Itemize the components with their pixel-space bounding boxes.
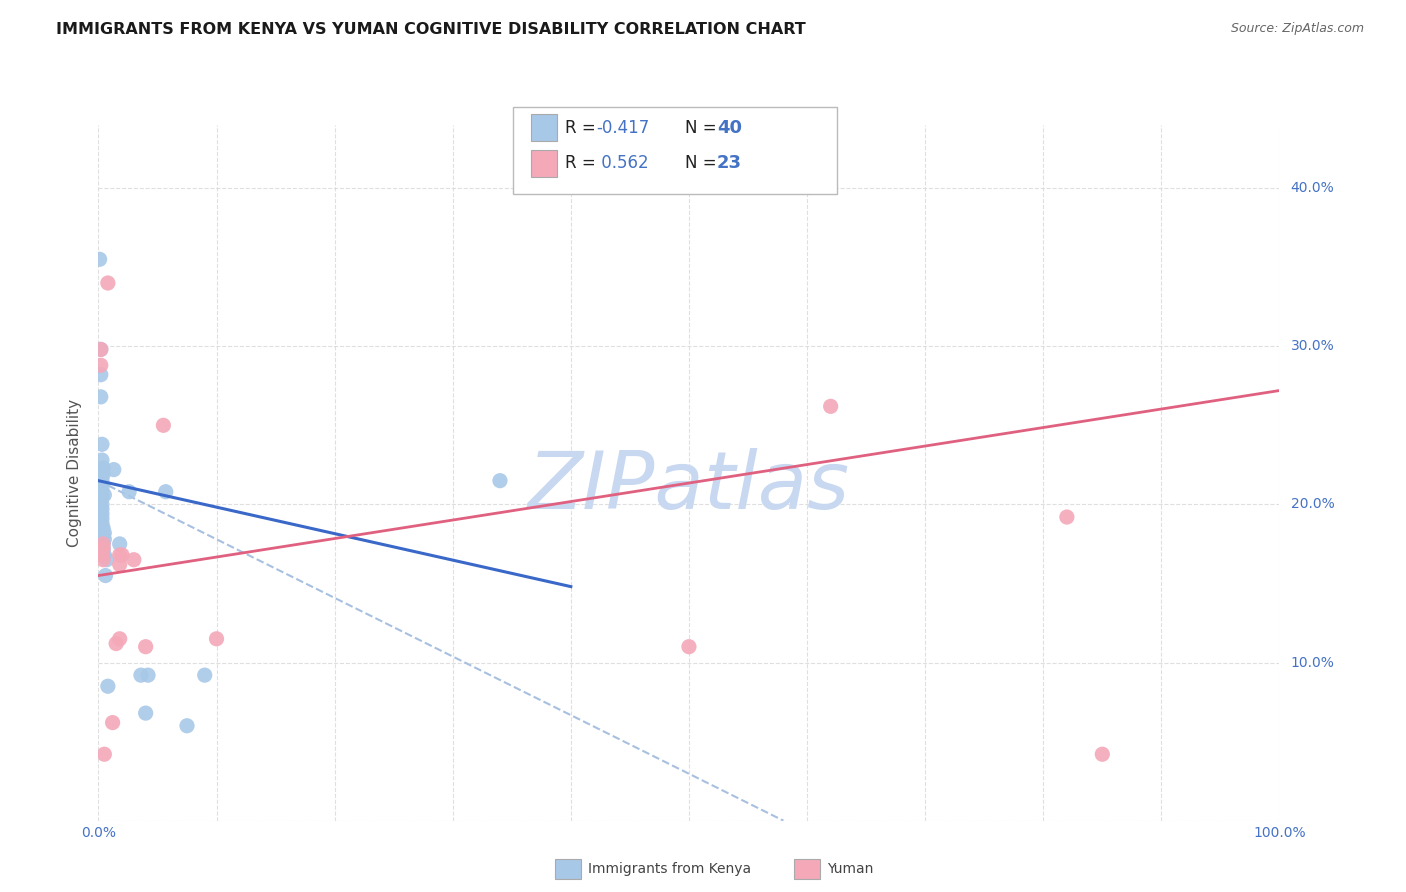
Text: ZIPatlas: ZIPatlas [527,448,851,525]
Point [155,484,177,499]
Point [91,466,114,480]
Point [94,568,117,582]
Point [111,548,134,562]
Point [91,476,114,491]
Text: Immigrants from Kenya: Immigrants from Kenya [588,862,751,876]
Text: 40.0%: 40.0% [1291,181,1334,195]
Point [89,252,111,267]
Point [91,511,114,525]
Point [91,467,114,482]
Text: N =: N = [685,154,721,172]
Point [91,486,114,500]
Point [122,552,145,567]
Point [93,747,115,762]
Text: 40: 40 [717,119,742,136]
Point [678,640,700,654]
Y-axis label: Cognitive Disability: Cognitive Disability [67,399,83,547]
Point [91,482,114,496]
Point [108,537,131,551]
Point [90,390,112,404]
Text: R =: R = [565,119,602,136]
Point [101,715,124,730]
Point [152,418,174,433]
Point [91,491,114,505]
Point [91,497,114,511]
Point [91,541,114,556]
Point [96,552,118,567]
Point [93,525,115,540]
Point [91,537,114,551]
Point [90,343,112,357]
Point [90,358,112,372]
Point [205,632,228,646]
Point [135,640,157,654]
Point [1091,747,1114,762]
Point [105,636,128,650]
Text: Yuman: Yuman [827,862,873,876]
Point [91,541,114,556]
Point [90,343,112,357]
Point [93,488,115,502]
Point [91,548,114,562]
Point [93,548,115,562]
Point [1056,510,1078,524]
Point [91,537,114,551]
Point [91,529,114,543]
Point [93,532,115,546]
Text: 20.0%: 20.0% [1291,498,1334,511]
Point [91,502,114,516]
Text: 10.0%: 10.0% [1291,656,1334,670]
Point [91,474,114,488]
Point [91,507,114,521]
Text: Source: ZipAtlas.com: Source: ZipAtlas.com [1230,22,1364,36]
Point [91,541,114,556]
Point [194,668,217,682]
Point [103,462,125,476]
Point [136,668,159,682]
Text: -0.417: -0.417 [596,119,650,136]
Point [108,632,131,646]
Point [90,368,112,382]
Point [108,548,131,562]
Point [91,461,114,475]
Point [108,558,131,572]
Point [91,521,114,535]
Point [91,552,114,567]
Point [820,400,842,414]
Point [91,453,114,467]
Text: 23: 23 [717,154,742,172]
Point [118,484,141,499]
Point [91,437,114,451]
Text: IMMIGRANTS FROM KENYA VS YUMAN COGNITIVE DISABILITY CORRELATION CHART: IMMIGRANTS FROM KENYA VS YUMAN COGNITIVE… [56,22,806,37]
Text: 0.562: 0.562 [596,154,648,172]
Point [489,474,512,488]
Point [97,276,120,290]
Text: 30.0%: 30.0% [1291,339,1334,353]
Point [129,668,152,682]
Point [97,679,120,693]
Point [176,719,198,733]
Point [135,706,157,720]
Point [91,516,114,531]
Text: N =: N = [685,119,721,136]
Text: R =: R = [565,154,602,172]
